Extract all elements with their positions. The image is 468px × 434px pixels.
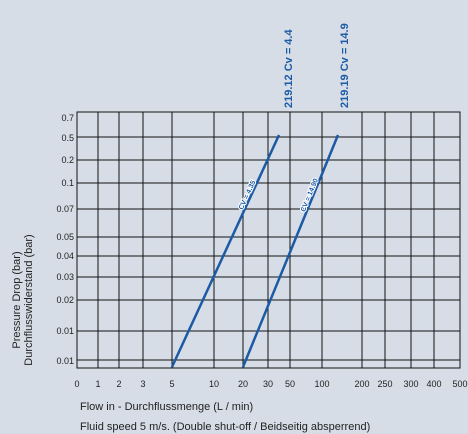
- x-tick-label: 200: [354, 379, 369, 389]
- y-axis-title-line-2: Durchflusswiderstand (bar): [23, 234, 35, 365]
- series-labels: 219.12 Cv = 4.4 219.19 Cv = 14.9: [283, 23, 351, 108]
- series-name-label: 219.19 Cv = 14.9: [339, 23, 351, 108]
- y-tick-label: 0.7: [61, 113, 74, 123]
- y-tick-label: 0.02: [56, 295, 74, 305]
- x-tick-label: 20: [238, 379, 248, 389]
- y-tick-labels: 0.7 0.5 0.2 0.1 0.07 0.05 0.04 0.03 0.02 0.01 0.01: [56, 113, 74, 366]
- x-tick-label: 2: [116, 379, 121, 389]
- y-tick-label: 0.04: [56, 251, 74, 261]
- x-tick-label: 5: [169, 379, 174, 389]
- y-tick-label: 0.03: [56, 272, 74, 282]
- y-tick-label: 0.05: [56, 232, 74, 242]
- y-tick-label: 0.01: [56, 356, 74, 366]
- chart-caption: Fluid speed 5 m/s. (Double shut-off / Be…: [80, 421, 370, 433]
- y-tick-label: 0.01: [56, 326, 74, 336]
- y-axis-title-line-1: Pressure Drop (bar): [11, 251, 23, 348]
- y-tick-label: 0.5: [61, 133, 74, 143]
- x-tick-labels: 0 1 2 3 5 10 20 30 50 100 200 250 300 400 500: [74, 379, 467, 389]
- x-tick-label: 1: [95, 379, 100, 389]
- x-tick-label: 0: [74, 379, 79, 389]
- x-tick-label: 500: [452, 379, 467, 389]
- x-axis-title: Flow in - Durchflussmenge (L / min): [80, 401, 253, 413]
- chart-grid: [76, 111, 461, 369]
- series-line: [241, 134, 340, 368]
- x-tick-label: 250: [377, 379, 392, 389]
- x-tick-label: 300: [403, 379, 418, 389]
- x-tick-label: 10: [209, 379, 219, 389]
- series-line: [170, 134, 281, 368]
- y-tick-label: 0.07: [56, 204, 74, 214]
- x-tick-label: 30: [263, 379, 273, 389]
- y-tick-label: 0.1: [61, 178, 74, 188]
- x-tick-label: 400: [426, 379, 441, 389]
- x-tick-label: 100: [314, 379, 329, 389]
- x-tick-label: 50: [285, 379, 295, 389]
- series-name-label: 219.12 Cv = 4.4: [283, 29, 295, 108]
- series-inline-label-text: CV = 4.35: [238, 180, 258, 211]
- y-axis-title: Pressure Drop (bar) Durchflusswiderstand…: [11, 234, 35, 365]
- y-tick-label: 0.2: [61, 155, 74, 165]
- x-tick-label: 3: [140, 379, 145, 389]
